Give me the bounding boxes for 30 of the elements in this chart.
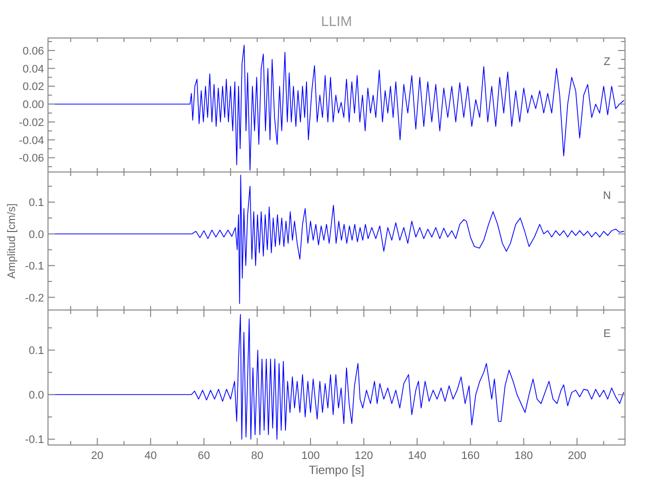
annotation: E bbox=[603, 328, 611, 340]
y-tick-label: 0.02 bbox=[22, 81, 44, 94]
y-tick-label: -0.1 bbox=[25, 434, 44, 446]
y-tick-label: 0.06 bbox=[22, 46, 44, 58]
x-axis-title: Tiempo [s] bbox=[308, 463, 364, 477]
y-tick-label: -0.02 bbox=[18, 116, 44, 129]
x-tick-label: 120 bbox=[354, 450, 373, 462]
annotation: N bbox=[603, 190, 612, 202]
x-tick-label: 40 bbox=[144, 450, 157, 462]
y-tick-label: 0.0 bbox=[28, 228, 44, 241]
y-tick-label: -0.04 bbox=[18, 134, 44, 147]
x-tick-label: 20 bbox=[91, 450, 104, 462]
x-tick-label: 100 bbox=[301, 450, 320, 462]
x-tick-label: 60 bbox=[198, 450, 210, 462]
y-tick-label: 0.04 bbox=[22, 63, 44, 76]
y-tick-label: -0.2 bbox=[25, 292, 44, 304]
y-tick-label: -0.1 bbox=[25, 260, 44, 273]
x-tick-label: 180 bbox=[514, 450, 533, 462]
x-tick-label: 80 bbox=[251, 450, 264, 462]
y-tick-label: 0.1 bbox=[28, 197, 44, 210]
y-tick-label: 0.00 bbox=[22, 99, 44, 112]
y-tick-label: 0.0 bbox=[28, 390, 44, 402]
chart-title: LLIM bbox=[320, 13, 352, 29]
x-tick-label: 140 bbox=[408, 450, 426, 462]
annotation: Z bbox=[604, 56, 611, 68]
y-tick-label: -0.06 bbox=[18, 152, 44, 165]
x-tick-label: 200 bbox=[568, 450, 586, 462]
y-axis-title: Amplitud [cm/s] bbox=[6, 203, 18, 279]
y-tick-label: 0.1 bbox=[28, 345, 44, 358]
x-tick-label: 160 bbox=[461, 450, 480, 462]
